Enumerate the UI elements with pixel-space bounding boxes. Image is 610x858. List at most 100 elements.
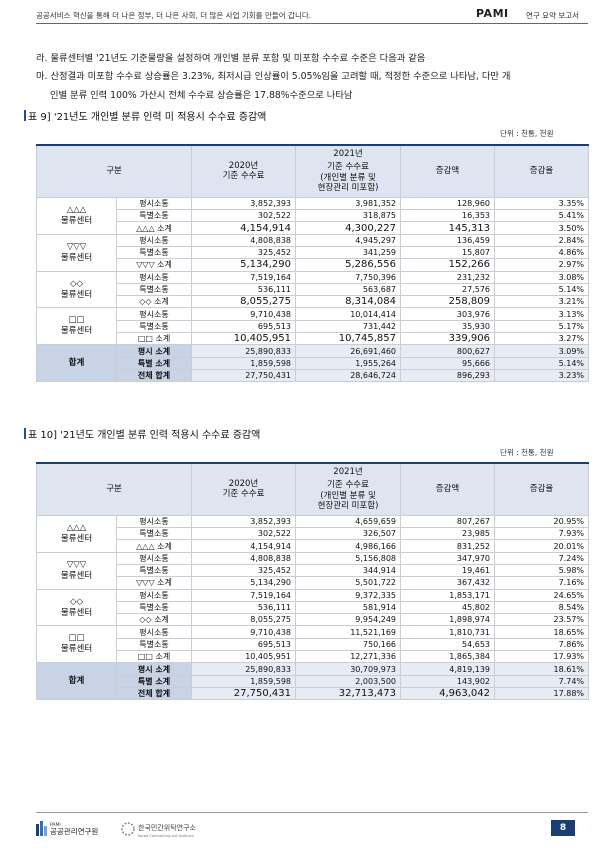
value-2021: 8,314,084 bbox=[295, 295, 402, 309]
row-label: 특별소통 bbox=[115, 527, 193, 541]
value-2021: 9,954,249 bbox=[295, 613, 402, 627]
value-rate: 2.97% bbox=[494, 258, 590, 272]
value-diff: 23,985 bbox=[400, 527, 496, 541]
table-row: 특별 소계 1,859,598 1,955,264 95,666 5.14% bbox=[37, 356, 590, 370]
table-row: 합계 평시 소계 25,890,833 30,709,973 4,819,139 18.6… bbox=[36, 662, 590, 701]
page-header: 공공서비스 혁신을 통해 더 나은 정부, 더 나은 사회, 더 많은 사업 기… bbox=[36, 6, 588, 24]
table-row: ◇◇ 물류센터 평시소통 7,519,164 7,750,396 231,232 3.08% bbox=[36, 270, 590, 309]
value-diff: 54,653 bbox=[400, 637, 496, 652]
group-label: 합계 bbox=[36, 662, 117, 701]
value-2021: 341,259 bbox=[295, 245, 402, 260]
value-2020: 10,405,951 bbox=[191, 650, 297, 664]
value-diff: 45,802 bbox=[400, 600, 496, 615]
group-label: 합계 bbox=[36, 344, 117, 383]
value-2021: 4,986,166 bbox=[295, 539, 402, 553]
value-diff: 4,819,139 bbox=[400, 662, 496, 676]
paragraph-ma-line2: 인별 분류 인력 100% 가산시 전체 수수료 상승률은 17.88%수준으로… bbox=[50, 90, 353, 101]
value-rate: 7.24% bbox=[494, 551, 590, 565]
row-label: 전체 합계 bbox=[115, 686, 193, 701]
value-2021: 26,691,460 bbox=[295, 344, 402, 358]
value-2021: 563,687 bbox=[295, 282, 402, 297]
title-bar-icon bbox=[24, 428, 26, 439]
value-2020: 9,710,438 bbox=[191, 625, 297, 639]
row-label: □□ 소계 bbox=[115, 650, 193, 664]
value-2021: 10,014,414 bbox=[295, 307, 402, 321]
value-rate: 17.88% bbox=[494, 686, 590, 701]
value-rate: 17.93% bbox=[494, 650, 590, 664]
group-label: ◇◇ 물류센터 bbox=[36, 270, 117, 309]
value-diff: 35,930 bbox=[400, 319, 496, 334]
footer-divider bbox=[36, 812, 588, 813]
value-rate: 3.21% bbox=[494, 295, 590, 309]
table-row: □□ 물류센터 평시소통 9,710,438 10,014,414 303,976 3.13… bbox=[36, 307, 590, 346]
value-2020: 25,890,833 bbox=[191, 344, 297, 358]
row-label: 평시 소계 bbox=[115, 344, 193, 358]
table-row: □□ 소계 10,405,951 12,271,336 1,865,384 17.93% bbox=[37, 650, 590, 664]
value-2020: 10,405,951 bbox=[191, 332, 297, 346]
value-diff: 136,459 bbox=[400, 233, 496, 247]
value-2020: 5,134,290 bbox=[191, 576, 297, 590]
value-diff: 27,576 bbox=[400, 282, 496, 297]
group-label: ▽▽▽ 물류센터 bbox=[36, 233, 117, 272]
table-row: □□ 물류센터 평시소통 9,710,438 11,521,169 1,810,731 18… bbox=[36, 625, 590, 664]
row-label: 특별소통 bbox=[115, 600, 193, 615]
row-label: 평시소통 bbox=[115, 625, 193, 639]
header-2021-year: 2021년 bbox=[295, 143, 402, 162]
header-group: 구분 bbox=[35, 143, 193, 198]
value-rate: 7.74% bbox=[494, 674, 590, 688]
value-diff: 143,902 bbox=[400, 674, 496, 688]
row-label: 평시소통 bbox=[115, 588, 193, 602]
row-label: 평시소통 bbox=[115, 233, 193, 247]
value-rate: 20.01% bbox=[494, 539, 590, 553]
value-rate: 3.35% bbox=[494, 196, 590, 211]
header-divider bbox=[36, 23, 588, 24]
header-2021-fee: 기준 수수료 (개인별 분류 및 현장관리 미포함) bbox=[295, 161, 402, 198]
header-2020: 2020년 기준 수수료 bbox=[191, 461, 297, 516]
value-diff: 367,432 bbox=[400, 576, 496, 590]
value-2021: 32,713,473 bbox=[295, 686, 402, 701]
row-label: ▽▽▽ 소계 bbox=[115, 258, 193, 272]
value-2021: 4,659,659 bbox=[295, 514, 402, 529]
value-2020: 7,519,164 bbox=[191, 588, 297, 602]
value-diff: 145,313 bbox=[400, 221, 496, 235]
table-header-row-2: 기준 수수료 (개인별 분류 및 현장관리 미포함) bbox=[37, 161, 589, 198]
value-2021: 731,442 bbox=[295, 319, 402, 334]
table-row: 특별소통 695,513 731,442 35,930 5.17% bbox=[37, 319, 590, 334]
value-2020: 1,859,598 bbox=[191, 674, 297, 688]
value-2021: 581,914 bbox=[295, 600, 402, 615]
footer-org2-sub: Korea Contracting-out Institute bbox=[138, 834, 194, 838]
value-rate: 18.65% bbox=[494, 625, 590, 639]
value-2021: 4,945,297 bbox=[295, 233, 402, 247]
header-rate: 증감율 bbox=[494, 461, 590, 516]
value-diff: 1,853,171 bbox=[400, 588, 496, 602]
header-brand: PAMI bbox=[476, 7, 509, 20]
value-diff: 95,666 bbox=[400, 356, 496, 370]
table-row: 특별소통 325,452 344,914 19,461 5.98% bbox=[37, 563, 590, 578]
header-group: 구분 bbox=[35, 461, 193, 516]
value-2020: 5,134,290 bbox=[191, 258, 297, 272]
group-label: △△△ 물류센터 bbox=[36, 514, 117, 553]
value-2020: 9,710,438 bbox=[191, 307, 297, 321]
value-2021: 9,372,335 bbox=[295, 588, 402, 602]
table-row: ▽▽▽ 소계 5,134,290 5,501,722 367,432 7.16% bbox=[37, 576, 590, 590]
row-label: 평시소통 bbox=[115, 307, 193, 321]
row-label: 평시소통 bbox=[115, 514, 193, 529]
row-label: △△△ 소계 bbox=[115, 539, 193, 553]
value-rate: 5.98% bbox=[494, 563, 590, 578]
value-2020: 325,452 bbox=[191, 245, 297, 260]
value-diff: 231,232 bbox=[400, 270, 496, 284]
table-row: △△△ 소계 4,154,914 4,300,227 145,313 3.50% bbox=[37, 221, 590, 235]
value-rate: 2.84% bbox=[494, 233, 590, 247]
value-2021: 12,271,336 bbox=[295, 650, 402, 664]
value-diff: 303,976 bbox=[400, 307, 496, 321]
value-diff: 258,809 bbox=[400, 295, 496, 309]
table-header-row: 구분 2020년 기준 수수료 2021년 증감액 증감율 bbox=[35, 143, 590, 198]
row-label: △△△ 소계 bbox=[115, 221, 193, 235]
value-2020: 325,452 bbox=[191, 563, 297, 578]
value-rate: 20.95% bbox=[494, 514, 590, 529]
value-2021: 344,914 bbox=[295, 563, 402, 578]
value-2020: 1,859,598 bbox=[191, 356, 297, 370]
value-2021: 5,501,722 bbox=[295, 576, 402, 590]
row-label: 특별소통 bbox=[115, 209, 193, 223]
group-label: □□ 물류센터 bbox=[36, 625, 117, 664]
